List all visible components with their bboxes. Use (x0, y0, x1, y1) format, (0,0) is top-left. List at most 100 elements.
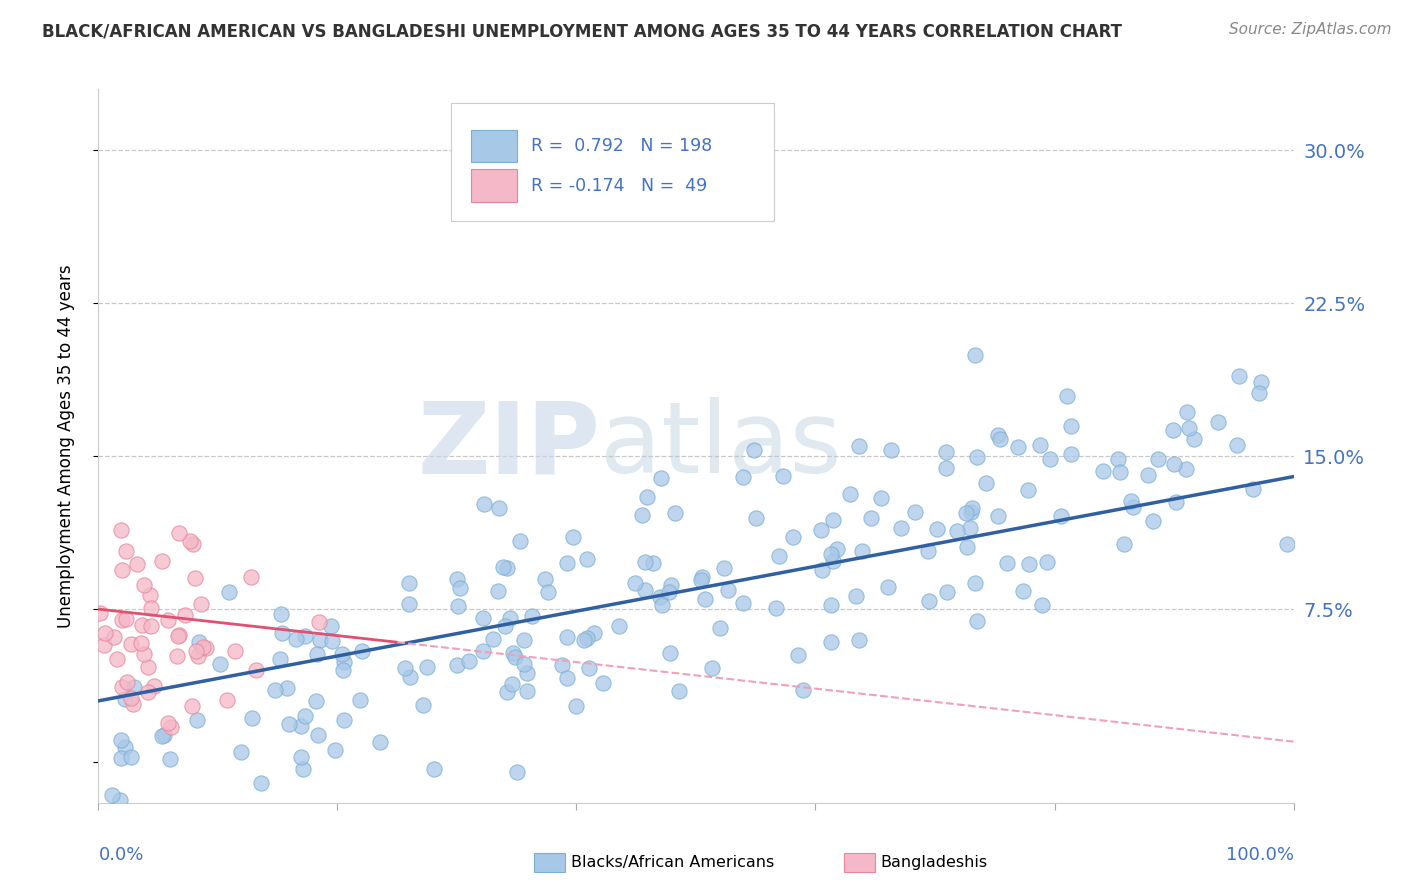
Point (184, 571, 207, 585)
Point (250, 776, 273, 790)
Point (122, 681, 145, 695)
Point (889, 521, 911, 535)
Point (709, 621, 731, 635)
Text: 0.0%: 0.0% (98, 846, 143, 863)
Point (659, 646, 682, 660)
Point (370, 735, 392, 749)
Point (276, 681, 298, 695)
Point (292, 762, 315, 776)
Point (765, 600, 787, 615)
Point (995, 556, 1018, 570)
Point (111, 680, 134, 694)
Point (955, 507, 977, 521)
Point (974, 476, 997, 491)
Point (880, 442, 903, 457)
Point (446, 657, 468, 672)
Point (305, 648, 328, 662)
Point (965, 575, 987, 590)
Point (321, 634, 343, 648)
Point (792, 682, 814, 697)
Point (513, 657, 536, 672)
Point (1017, 483, 1039, 497)
Point (89, 606, 111, 620)
Point (845, 589, 868, 603)
Point (150, 729, 173, 743)
Point (651, 599, 673, 613)
Point (153, 727, 176, 741)
Point (423, 762, 446, 776)
Point (664, 506, 686, 520)
Point (1050, 508, 1073, 523)
Point (1036, 556, 1059, 570)
Point (506, 764, 529, 779)
Point (502, 646, 524, 660)
Point (498, 610, 520, 624)
Point (486, 584, 509, 599)
Point (1121, 500, 1143, 515)
Text: atlas: atlas (600, 398, 842, 494)
Point (160, 720, 183, 734)
Point (180, 699, 202, 714)
Point (1249, 385, 1271, 400)
Point (624, 575, 647, 590)
Point (782, 530, 804, 544)
Point (1241, 482, 1264, 496)
Point (700, 660, 723, 674)
Point (101, 788, 124, 802)
Point (1161, 423, 1184, 437)
Point (285, 632, 308, 646)
Point (1059, 447, 1081, 461)
Point (690, 570, 713, 584)
Point (491, 560, 513, 574)
Point (578, 660, 600, 674)
Point (633, 555, 655, 569)
Point (446, 599, 468, 613)
Point (120, 750, 142, 764)
Point (658, 585, 681, 599)
Point (139, 619, 162, 633)
Point (290, 719, 312, 733)
Point (768, 549, 790, 563)
Point (717, 583, 740, 598)
Point (110, 523, 132, 537)
Point (307, 728, 329, 742)
Point (693, 591, 716, 606)
Point (114, 739, 136, 754)
Point (555, 671, 578, 685)
Point (472, 611, 495, 625)
Point (520, 609, 543, 624)
Point (179, 533, 201, 548)
Point (516, 683, 538, 698)
Point (1227, 369, 1250, 384)
Point (574, 632, 596, 647)
Point (132, 578, 155, 592)
Point (823, 554, 845, 568)
Point (592, 676, 614, 690)
Point (690, 573, 713, 587)
Point (240, 711, 263, 725)
Point (488, 501, 510, 516)
Point (935, 444, 957, 458)
Point (959, 505, 981, 519)
Point (634, 582, 657, 597)
Point (561, 530, 583, 544)
Point (787, 648, 810, 662)
Point (294, 628, 316, 642)
Point (1039, 452, 1062, 467)
Point (278, 717, 301, 731)
Point (494, 619, 516, 633)
Point (1109, 465, 1132, 479)
Bar (471, 169, 517, 202)
Point (946, 524, 969, 539)
Point (174, 607, 197, 622)
Point (963, 348, 986, 362)
Point (190, 598, 212, 612)
Point (1007, 440, 1029, 454)
Point (136, 660, 159, 674)
Point (184, 643, 207, 657)
Text: R = -0.174   N =  49: R = -0.174 N = 49 (531, 177, 707, 194)
Point (1107, 452, 1129, 467)
Point (152, 554, 174, 568)
Point (650, 471, 672, 485)
Point (215, 693, 238, 707)
